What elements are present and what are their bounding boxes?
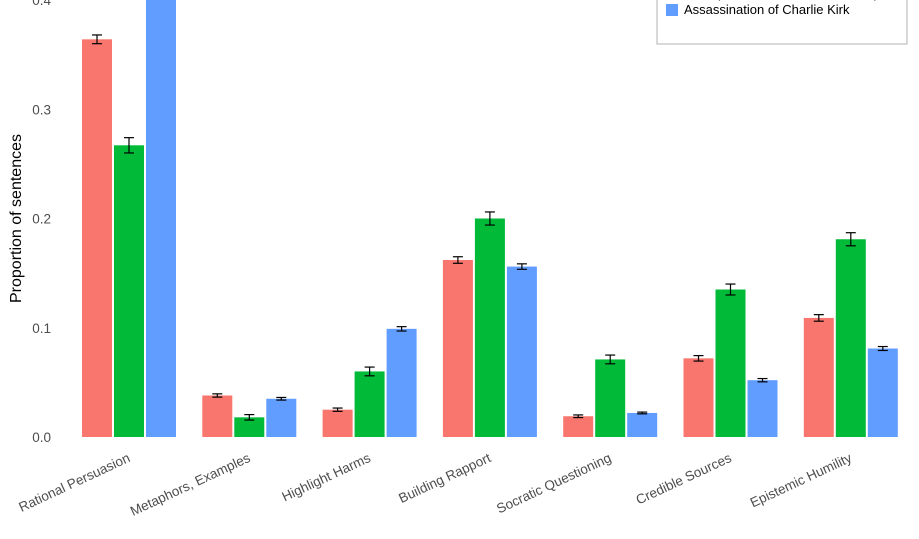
bar: [563, 416, 594, 437]
y-tick-label: 0.1: [32, 321, 51, 336]
bar: [627, 412, 658, 437]
bar: [474, 218, 505, 437]
error-bars-group: [92, 34, 888, 421]
legend-box: [656, 0, 908, 45]
bar: [234, 417, 265, 437]
legend-label: Attempted assassination of Trump: [684, 0, 881, 1]
legend-swatch: [666, 4, 678, 16]
bar: [835, 239, 866, 437]
bar: [715, 289, 746, 437]
x-tick-label: Metaphors, Examples: [128, 450, 253, 519]
y-tick-label: 0.4: [32, 0, 51, 8]
bar: [114, 145, 144, 437]
bar: [386, 328, 417, 437]
x-tick-label: Highlight Harms: [279, 450, 373, 504]
y-tick-label: 0.3: [32, 102, 51, 117]
y-axis-title: Proportion of sentences: [8, 134, 25, 303]
x-tick-label: Building Rapport: [396, 450, 493, 506]
bar: [266, 398, 297, 437]
legend: Attempted assassination of TrumpAssassin…: [656, 0, 908, 45]
y-tick-label: 0.0: [32, 430, 51, 445]
x-tick-label: Epistemic Humility: [748, 450, 855, 510]
bars-group: [82, 0, 898, 437]
x-tick-label: Socratic Questioning: [494, 450, 613, 516]
bar: [202, 395, 233, 437]
legend-items: Attempted assassination of TrumpAssassin…: [666, 0, 881, 17]
bar: [506, 266, 537, 437]
bar: [442, 260, 473, 437]
bar: [146, 0, 176, 437]
x-tick-label: Rational Persuasion: [16, 450, 132, 515]
bar: [803, 317, 834, 437]
bar: [867, 348, 898, 437]
bar: [747, 380, 778, 437]
bar: [354, 371, 385, 437]
bar: [322, 409, 353, 437]
y-tick-label: 0.2: [32, 212, 51, 227]
x-tick-label: Credible Sources: [634, 450, 734, 507]
bar: [595, 359, 626, 437]
bar: [683, 358, 714, 437]
y-axis: 0.0 0.1 0.2 0.3 0.4: [32, 0, 51, 445]
legend-label: Assassination of Charlie Kirk: [684, 2, 850, 17]
bar: [82, 39, 112, 437]
